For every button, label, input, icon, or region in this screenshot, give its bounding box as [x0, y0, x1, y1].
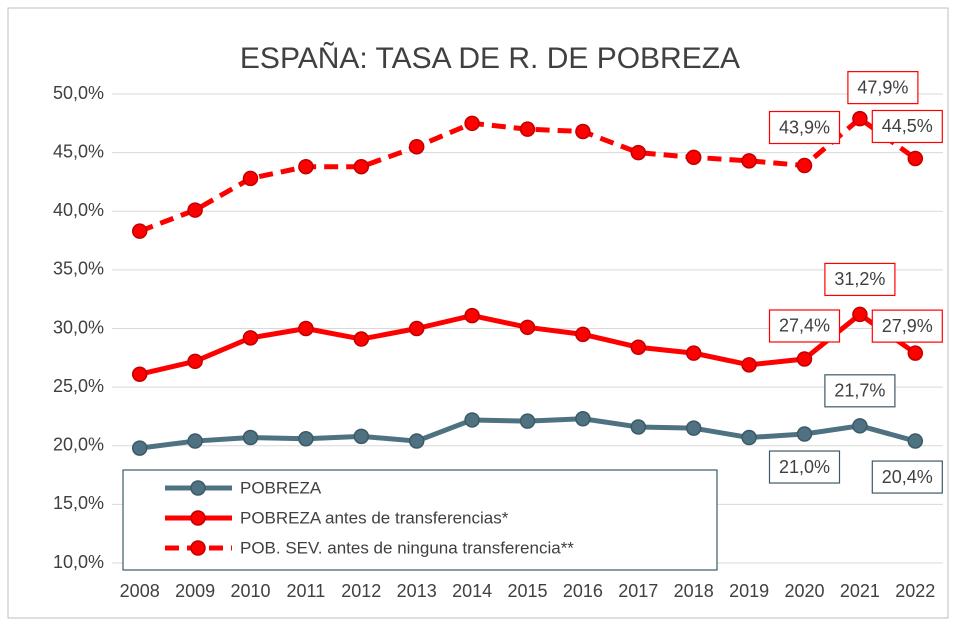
x-tick-label: 2011	[287, 581, 326, 601]
marker	[242, 429, 259, 446]
marker	[741, 153, 757, 169]
marker	[685, 420, 702, 436]
y-tick-label: 25,0%	[53, 376, 104, 396]
value-label: 21,0%	[779, 457, 830, 477]
marker	[298, 430, 314, 447]
marker	[796, 157, 813, 174]
value-label: 31,2%	[834, 269, 885, 289]
value-label-box	[871, 460, 943, 494]
value-label: 27,9%	[882, 316, 933, 336]
marker	[464, 412, 480, 428]
marker	[741, 357, 757, 373]
y-tick-label: 10,0%	[53, 552, 104, 572]
value-label-box	[871, 309, 943, 343]
x-tick-label: 2010	[230, 581, 270, 601]
marker	[408, 320, 425, 337]
x-tick-label: 2015	[507, 581, 547, 601]
x-tick-label: 2022	[895, 581, 935, 601]
marker	[298, 158, 314, 175]
value-label: 27,4%	[779, 316, 830, 336]
legend-marker	[190, 480, 206, 496]
marker	[187, 353, 203, 370]
y-tick-label: 20,0%	[53, 435, 104, 455]
marker	[630, 339, 647, 356]
marker	[685, 149, 702, 166]
value-label-box	[871, 109, 943, 144]
marker	[519, 413, 536, 429]
legend-label: POBREZA antes de transferencias*	[240, 508, 509, 527]
marker	[852, 306, 868, 323]
value-label: 21,7%	[834, 381, 885, 401]
x-tick-label: 2018	[674, 581, 714, 601]
marker	[685, 345, 702, 361]
value-label-box	[768, 309, 841, 343]
value-label-box	[824, 374, 896, 408]
y-tick-label: 40,0%	[53, 200, 104, 220]
marker	[630, 419, 647, 435]
marker	[575, 326, 591, 343]
marker	[131, 366, 148, 382]
marker	[852, 110, 868, 127]
legend-marker	[190, 510, 206, 526]
marker	[131, 223, 148, 239]
y-tick-label: 35,0%	[53, 259, 104, 279]
value-label-box	[768, 450, 841, 484]
marker	[187, 433, 203, 449]
marker	[242, 170, 259, 187]
x-tick-label: 2014	[452, 581, 492, 601]
marker	[464, 307, 480, 324]
x-tick-label: 2016	[563, 581, 603, 601]
marker	[796, 351, 813, 367]
value-label: 44,5%	[882, 116, 933, 136]
marker	[796, 426, 813, 442]
marker	[298, 320, 314, 337]
value-label-box	[847, 71, 919, 105]
x-tick-label: 2021	[840, 581, 880, 601]
value-label: 47,9%	[857, 77, 908, 97]
x-tick-label: 2017	[618, 581, 658, 601]
marker	[852, 418, 868, 434]
x-tick-label: 2020	[784, 581, 824, 601]
marker	[741, 429, 757, 446]
marker	[519, 121, 536, 137]
marker	[242, 330, 259, 346]
x-tick-label: 2013	[397, 581, 437, 601]
marker	[408, 433, 425, 449]
y-tick-label: 30,0%	[53, 317, 104, 337]
marker	[575, 123, 591, 140]
marker	[464, 115, 480, 132]
legend-label: POBREZA	[240, 478, 322, 497]
marker	[907, 433, 924, 449]
marker	[907, 150, 924, 167]
legend-label: POB. SEV. antes de ninguna transferencia…	[240, 538, 574, 557]
marker	[907, 345, 924, 361]
marker	[353, 158, 370, 175]
marker	[187, 202, 203, 218]
marker	[519, 319, 536, 336]
x-tick-label: 2019	[729, 581, 769, 601]
value-label-box	[768, 110, 841, 145]
y-tick-label: 45,0%	[53, 141, 104, 161]
x-tick-label: 2012	[341, 581, 381, 601]
legend-marker	[190, 540, 206, 556]
value-label: 20,4%	[882, 467, 933, 487]
y-tick-label: 50,0%	[53, 83, 104, 103]
marker	[353, 428, 370, 445]
marker	[131, 440, 148, 456]
marker	[408, 139, 425, 155]
marker	[353, 331, 370, 347]
x-tick-label: 2008	[120, 581, 160, 601]
chart-title: ESPAÑA: TASA DE R. DE POBREZA	[240, 41, 740, 75]
value-label: 43,9%	[779, 117, 830, 137]
value-label-box	[824, 262, 896, 297]
marker	[630, 144, 647, 161]
y-tick-label: 15,0%	[53, 493, 104, 513]
x-tick-label: 2009	[175, 581, 215, 601]
marker	[575, 411, 591, 427]
